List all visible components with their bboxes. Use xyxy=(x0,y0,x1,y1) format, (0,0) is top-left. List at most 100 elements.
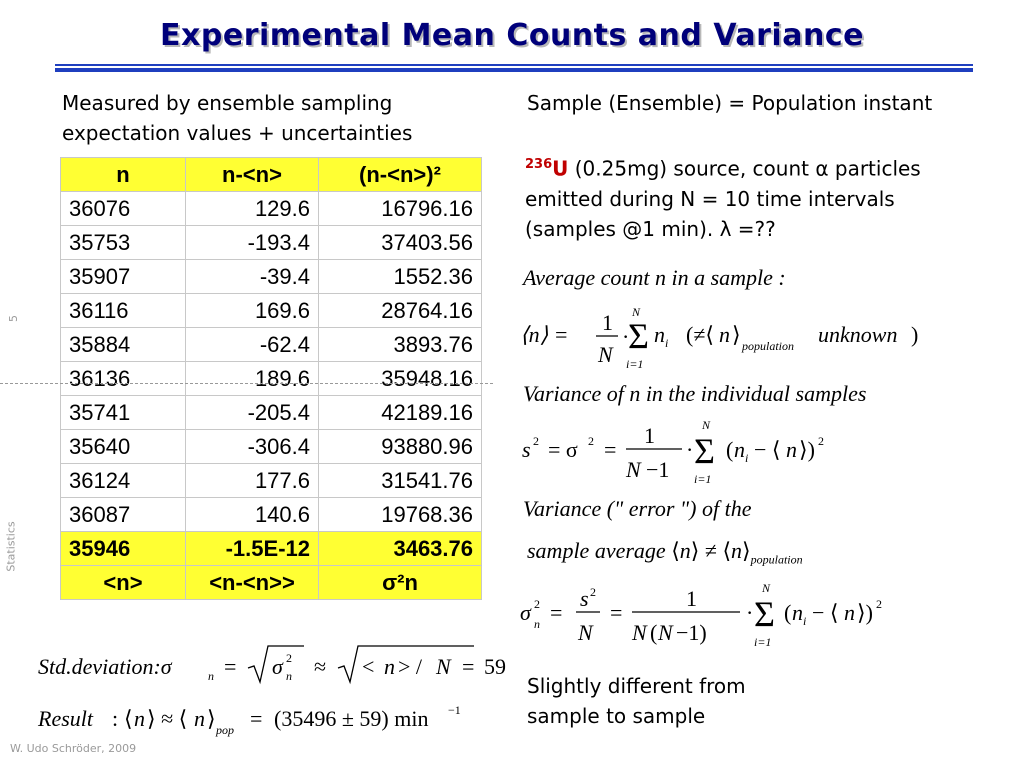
svg-text:(: ( xyxy=(650,620,657,645)
svg-text:⟩: ⟩ xyxy=(207,706,216,731)
svg-text:unknown: unknown xyxy=(818,322,897,347)
svg-text:): ) xyxy=(911,322,918,347)
svg-text:Σ: Σ xyxy=(754,594,775,634)
svg-text:n: n xyxy=(719,322,730,347)
svg-text:n: n xyxy=(286,669,292,683)
svg-text:2: 2 xyxy=(876,597,882,611)
side-topic-label: Statistics xyxy=(4,521,18,572)
svg-text:⟩: ⟩ xyxy=(732,322,741,347)
svg-text:N: N xyxy=(597,342,614,367)
source-line-1-text: (0.25mg) source, count α particles xyxy=(568,156,921,181)
intro-line-2: expectation values + uncertainties xyxy=(62,121,413,145)
svg-text:2: 2 xyxy=(534,597,540,611)
cell-n: 36087 xyxy=(60,497,186,532)
svg-text:σ: σ xyxy=(520,600,532,625)
table-row: 36076 129.6 16796.16 xyxy=(60,191,482,226)
svg-text:1: 1 xyxy=(686,586,697,611)
svg-text:≈: ≈ xyxy=(314,654,326,679)
svg-text:N: N xyxy=(435,654,452,679)
summary-mean: 35946 xyxy=(60,531,186,566)
cell-deviation-squared: 19768.36 xyxy=(318,497,482,532)
cell-deviation-squared: 93880.96 xyxy=(318,429,482,464)
svg-text:Σ: Σ xyxy=(694,431,715,471)
svg-text:=: = xyxy=(604,437,616,462)
result-value: (35496 ± 59) min xyxy=(274,706,428,731)
cell-n: 35640 xyxy=(60,429,186,464)
header-deviation-squared: (n-<n>)² xyxy=(318,157,482,192)
svg-text:i=1: i=1 xyxy=(694,472,711,486)
cell-deviation: -306.4 xyxy=(185,429,319,464)
summary-row: 35946 -1.5E-12 3463.76 xyxy=(60,531,482,566)
cell-deviation-squared: 16796.16 xyxy=(318,191,482,226)
cell-deviation-squared: 35948.16 xyxy=(318,361,482,396)
header-deviation: n-<n> xyxy=(185,157,319,192)
cell-deviation: 169.6 xyxy=(185,293,319,328)
svg-text:=: = xyxy=(610,600,622,625)
data-table: n n-<n> (n-<n>)² 36076 129.6 16796.16 35753… xyxy=(60,157,482,600)
source-text: 236U (0.25mg) source, count α particles … xyxy=(525,150,1005,244)
svg-text:=: = xyxy=(550,600,562,625)
svg-text:·: · xyxy=(686,437,693,462)
header-n: n xyxy=(60,157,186,192)
svg-text:−1: −1 xyxy=(646,457,669,482)
svg-text:s: s xyxy=(522,437,531,462)
svg-text::: : xyxy=(112,706,118,731)
svg-text:i=1: i=1 xyxy=(754,635,771,649)
intro-line-1: Measured by ensemble sampling xyxy=(62,91,393,115)
table-row: 35640 -306.4 93880.96 xyxy=(60,429,482,464)
svg-text:N: N xyxy=(625,457,642,482)
svg-text:n: n xyxy=(654,322,665,347)
cell-deviation-squared: 37403.56 xyxy=(318,225,482,260)
svg-text:n: n xyxy=(534,617,540,631)
std-deviation-formula: Std.deviation:σ n = σ 2 n ≈ < n > / N = 59 xyxy=(38,645,506,685)
svg-text:⟨n⟩ =: ⟨n⟩ = xyxy=(520,322,569,347)
svg-text:n: n xyxy=(786,437,797,462)
table-header-row: n n-<n> (n-<n>)² xyxy=(60,157,482,192)
svg-text:n: n xyxy=(208,669,214,683)
isotope-mass: 236 xyxy=(525,157,553,172)
svg-text:=: = xyxy=(250,706,262,731)
svg-text:n: n xyxy=(844,600,855,625)
footer-mean-deviation: <n-<n>> xyxy=(185,565,319,600)
svg-text:− ⟨: − ⟨ xyxy=(812,600,839,625)
svg-text:i=1: i=1 xyxy=(626,357,643,371)
std-value: 59 xyxy=(484,654,506,679)
svg-text:−1): −1) xyxy=(676,620,707,645)
table-row: 36136 189.6 35948.16 xyxy=(60,361,482,396)
table-row: 36087 140.6 19768.36 xyxy=(60,497,482,532)
title-rule-top xyxy=(55,64,973,66)
cell-deviation-squared: 42189.16 xyxy=(318,395,482,430)
svg-text:n: n xyxy=(792,600,803,625)
svg-text:Std.deviation:σ: Std.deviation:σ xyxy=(38,654,173,679)
svg-text:> /: > / xyxy=(398,654,423,679)
dotted-separator xyxy=(0,383,493,384)
result-formula: Result: ⟨ n ⟩ ≈ ⟨ n ⟩ pop = (35496 ± 59) min… xyxy=(37,703,461,737)
closing-line-2: sample to sample xyxy=(527,704,706,728)
svg-text:n: n xyxy=(384,654,395,679)
summary-variance: 3463.76 xyxy=(318,531,482,566)
intro-text: Measured by ensemble sampling expectatio… xyxy=(62,88,492,148)
svg-text:= σ: = σ xyxy=(548,437,578,462)
cell-deviation: -39.4 xyxy=(185,259,319,294)
isotope-symbol: U xyxy=(552,156,569,181)
table-row: 35907 -39.4 1552.36 xyxy=(60,259,482,294)
cell-deviation-squared: 31541.76 xyxy=(318,463,482,498)
svg-text:2: 2 xyxy=(286,651,292,665)
svg-text:i: i xyxy=(665,336,668,350)
footer-variance: σ²n xyxy=(318,565,482,600)
svg-text:i: i xyxy=(803,614,806,628)
svg-text:·: · xyxy=(622,324,629,349)
cell-n: 36136 xyxy=(60,361,186,396)
cell-deviation: 140.6 xyxy=(185,497,319,532)
svg-text:N: N xyxy=(701,418,711,432)
cell-n: 36124 xyxy=(60,463,186,498)
variance-label: Variance of n in the individual samples xyxy=(523,381,867,406)
svg-text:2: 2 xyxy=(818,434,824,448)
svg-text:2: 2 xyxy=(533,434,539,448)
svg-text:(: ( xyxy=(726,437,733,462)
closing-text: Slightly different from sample to sample xyxy=(527,671,746,731)
table-row: 36116 169.6 28764.16 xyxy=(60,293,482,328)
